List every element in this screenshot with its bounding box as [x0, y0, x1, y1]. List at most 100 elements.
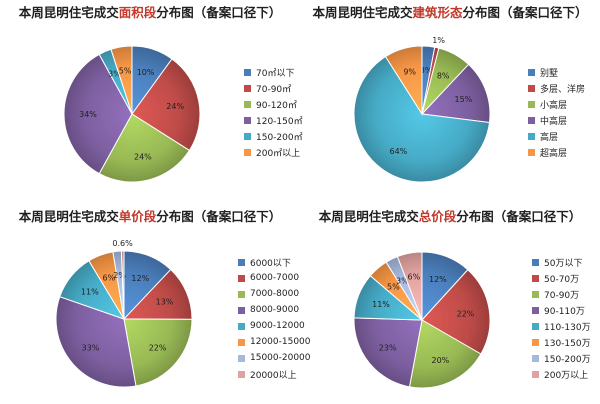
chart-legend: 别墅 多层、洋房 小高层 中高层 高层 超高层	[528, 64, 585, 160]
data-label: 12%	[131, 274, 149, 283]
legend-swatch	[244, 148, 251, 156]
data-label: 3%	[420, 66, 433, 75]
pie-slice	[120, 250, 125, 320]
legend-item: 150-200㎡	[244, 128, 303, 144]
legend-item: 6000以下	[238, 254, 311, 270]
legend-label: 90-120㎡	[256, 100, 297, 111]
chart-legend: 50万以下 50-70万 70-90万 90-110万 110-130万 130-150万…	[532, 254, 591, 382]
legend-item: 70-90万	[532, 286, 591, 302]
legend-swatch	[238, 290, 245, 298]
legend-item: 70-90㎡	[244, 80, 303, 96]
legend-swatch	[528, 132, 535, 140]
legend-item: 130-150万	[532, 334, 591, 350]
data-label: 8%	[437, 71, 450, 80]
data-label: 6%	[408, 273, 421, 282]
legend-swatch	[532, 354, 539, 362]
pie-slice	[131, 58, 201, 152]
legend-item: 110-130万	[532, 318, 591, 334]
data-label: 11%	[81, 287, 99, 296]
legend-swatch	[244, 132, 251, 140]
legend-label: 50万以下	[544, 258, 583, 269]
legend-swatch	[244, 68, 251, 76]
legend-item: 20000以上	[238, 366, 311, 382]
legend-label: 150-200万	[544, 354, 591, 365]
legend-label: 90-110万	[544, 306, 585, 317]
legend-swatch	[244, 100, 251, 108]
data-label: 1%	[432, 36, 445, 45]
data-label: 2%	[113, 271, 126, 280]
legend-label: 6000-7000	[250, 273, 300, 283]
chart-legend: 70㎡以下 70-90㎡ 90-120㎡ 120-150㎡ 150-200㎡ 200㎡以上	[244, 64, 303, 160]
legend-label: 中高层	[540, 116, 568, 127]
pie-chart-building-type: 3% 1% 8% 15% 64% 9%	[353, 36, 491, 183]
legend-item: 高层	[528, 128, 585, 144]
data-label: 33%	[82, 344, 100, 353]
legend-swatch	[238, 354, 245, 362]
legend-swatch	[528, 68, 535, 76]
data-label: 3%	[108, 70, 121, 79]
legend-label: 7000-8000	[250, 289, 300, 299]
pie-slice	[63, 53, 133, 175]
legend-label: 110-130万	[544, 322, 591, 333]
pie-slice	[420, 63, 491, 124]
legend-swatch	[528, 116, 535, 124]
legend-label: 9000-12000	[250, 321, 305, 331]
pie-slice	[110, 45, 133, 115]
legend-item: 6000-7000	[238, 270, 311, 286]
legend-item: 中高层	[528, 112, 585, 128]
legend-item: 120-150㎡	[244, 112, 303, 128]
data-label: 5%	[387, 283, 400, 292]
chart-title: 本周昆明住宅成交建筑形态分布图（备案口径下）	[312, 5, 588, 20]
chart-panel-unit-price: 本周昆明住宅成交单价段分布图（备案口径下） 12% 13% 22% 33% 11% 6% 2…	[0, 202, 311, 404]
pie-slice	[353, 55, 491, 183]
pie-chart-total-price: 12% 22% 20% 23% 11% 5%3%6%	[353, 251, 491, 389]
legend-item: 小高层	[528, 96, 585, 112]
data-label: 3%	[396, 277, 409, 286]
legend-swatch	[532, 258, 539, 266]
pie-slice	[98, 113, 191, 183]
data-label: 24%	[166, 102, 184, 111]
legend-item: 多层、洋房	[528, 80, 585, 96]
legend-label: 130-150万	[544, 338, 591, 349]
legend-swatch	[238, 370, 245, 378]
legend-label: 6000以下	[250, 258, 291, 269]
pie-slice	[353, 317, 423, 388]
legend-item: 8000-9000	[238, 302, 311, 318]
chart-title: 本周昆明住宅成交面积段分布图（备案口径下）	[18, 5, 282, 20]
legend-swatch	[532, 306, 539, 314]
data-label: 22%	[457, 309, 475, 318]
chart-legend: 6000以下 6000-7000 7000-8000 8000-9000 9000-12…	[238, 254, 311, 382]
legend-item: 200万以上	[532, 366, 591, 382]
legend-label: 70-90㎡	[256, 84, 292, 95]
legend-swatch	[238, 258, 245, 266]
legend-label: 120-150㎡	[256, 116, 303, 127]
legend-swatch	[532, 322, 539, 330]
data-label: 11%	[372, 300, 390, 309]
legend-swatch	[238, 322, 245, 330]
data-label: 6%	[102, 274, 115, 283]
legend-swatch	[532, 274, 539, 282]
legend-label: 50-70万	[544, 274, 580, 285]
data-label: 23%	[379, 344, 397, 353]
chart-panel-total-price: 本周昆明住宅成交总价段分布图（备案口径下） 12% 22% 20% 23% 11% 5% 3…	[300, 202, 600, 404]
data-label: 64%	[390, 147, 408, 156]
legend-swatch	[532, 290, 539, 298]
legend-item: 12000-15000	[238, 334, 311, 350]
legend-swatch	[532, 370, 539, 378]
pie-slice	[421, 269, 491, 355]
legend-swatch	[238, 338, 245, 346]
pie-chart-unit-price: 12% 13% 22% 33% 11%6%2% 0.6%	[55, 239, 193, 388]
data-label: 5%	[119, 67, 132, 76]
legend-item: 90-120㎡	[244, 96, 303, 112]
data-label: 10%	[137, 68, 155, 77]
data-label: 34%	[79, 110, 97, 119]
legend-label: 多层、洋房	[540, 84, 586, 95]
legend-item: 别墅	[528, 64, 585, 80]
legend-item: 70㎡以下	[244, 64, 303, 80]
chart-title: 本周昆明住宅成交总价段分布图（备案口径下）	[318, 209, 582, 224]
legend-swatch	[528, 84, 535, 92]
legend-swatch	[528, 100, 535, 108]
legend-label: 70-90万	[544, 290, 580, 301]
legend-swatch	[532, 338, 539, 346]
pie-slice	[396, 251, 423, 321]
